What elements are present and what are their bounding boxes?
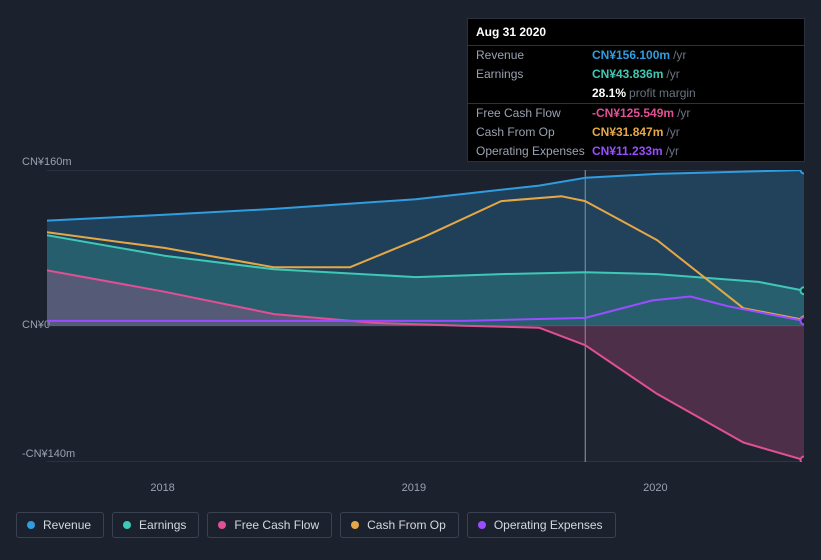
tooltip-row-unit: /yr	[673, 48, 686, 62]
tooltip-row-label: Revenue	[476, 48, 592, 62]
tooltip-row-label: Free Cash Flow	[476, 106, 592, 120]
dot-icon	[478, 521, 486, 529]
tooltip-row-label	[476, 86, 592, 100]
tooltip-row-value: 28.1%	[592, 86, 626, 100]
legend-item-earnings[interactable]: Earnings	[112, 512, 199, 538]
legend-item-opex[interactable]: Operating Expenses	[467, 512, 616, 538]
dot-icon	[218, 521, 226, 529]
tooltip-row: Cash From OpCN¥31.847m/yr	[468, 123, 804, 142]
legend: Revenue Earnings Free Cash Flow Cash Fro…	[16, 512, 616, 538]
legend-label: Operating Expenses	[494, 518, 603, 532]
chart-svg	[47, 170, 804, 462]
tooltip-row-value: CN¥156.100m	[592, 48, 670, 62]
tooltip-row-unit: /yr	[666, 125, 679, 139]
tooltip-row: 28.1% profit margin	[468, 84, 804, 103]
dot-icon	[27, 521, 35, 529]
tooltip-row-value: CN¥31.847m	[592, 125, 663, 139]
tooltip-row-sub: profit margin	[629, 86, 696, 100]
legend-label: Revenue	[43, 518, 91, 532]
plot-area	[47, 170, 804, 462]
x-axis-label: 2020	[643, 482, 667, 494]
dot-icon	[351, 521, 359, 529]
tooltip-row: Free Cash Flow-CN¥125.549m/yr	[468, 103, 804, 123]
tooltip-row-unit: /yr	[677, 106, 690, 120]
tooltip-row-value: -CN¥125.549m	[592, 106, 674, 120]
legend-label: Free Cash Flow	[234, 518, 319, 532]
tooltip-row-label: Earnings	[476, 67, 592, 81]
financials-chart[interactable]: CN¥160m CN¥0 -CN¥140m 201820192020	[15, 156, 804, 476]
x-axis-label: 2018	[150, 482, 174, 494]
legend-label: Cash From Op	[367, 518, 446, 532]
legend-item-cashop[interactable]: Cash From Op	[340, 512, 459, 538]
x-axis-label: 2019	[402, 482, 426, 494]
legend-item-fcf[interactable]: Free Cash Flow	[207, 512, 332, 538]
y-axis-label-top: CN¥160m	[22, 156, 72, 168]
y-axis-label-zero: CN¥0	[22, 319, 50, 331]
dot-icon	[123, 521, 131, 529]
tooltip-row: EarningsCN¥43.836m/yr	[468, 65, 804, 84]
legend-label: Earnings	[139, 518, 186, 532]
tooltip-date: Aug 31 2020	[468, 19, 804, 45]
hover-tooltip: Aug 31 2020 RevenueCN¥156.100m/yrEarning…	[467, 18, 805, 162]
tooltip-row-value: CN¥43.836m	[592, 67, 663, 81]
tooltip-row-label: Cash From Op	[476, 125, 592, 139]
legend-item-revenue[interactable]: Revenue	[16, 512, 104, 538]
tooltip-row-unit: /yr	[666, 67, 679, 81]
chart-container: Aug 31 2020 RevenueCN¥156.100m/yrEarning…	[0, 0, 821, 560]
tooltip-row: RevenueCN¥156.100m/yr	[468, 45, 804, 65]
